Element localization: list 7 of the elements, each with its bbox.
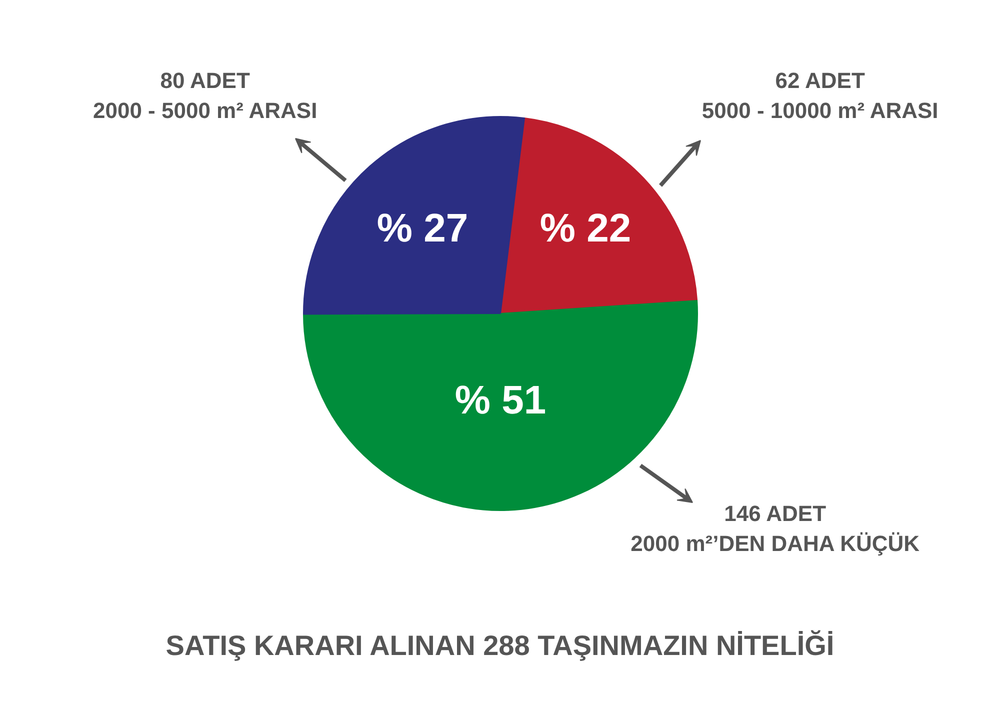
slice-label: 146 ADET 2000 m²’DEN DAHA KÜÇÜK — [630, 501, 920, 556]
slice-label: 80 ADET 2000 - 5000 m² ARASI — [93, 68, 318, 123]
data-label: % 51 — [454, 378, 546, 422]
slice-label: 62 ADET 5000 - 10000 m² ARASI — [702, 68, 938, 123]
text: SATIŞ KARARI ALINAN 288 TAŞINMAZIN NİTELİĞİ — [166, 630, 834, 661]
data-label: % 22 — [540, 206, 632, 250]
data-label: % 27 — [376, 206, 468, 250]
